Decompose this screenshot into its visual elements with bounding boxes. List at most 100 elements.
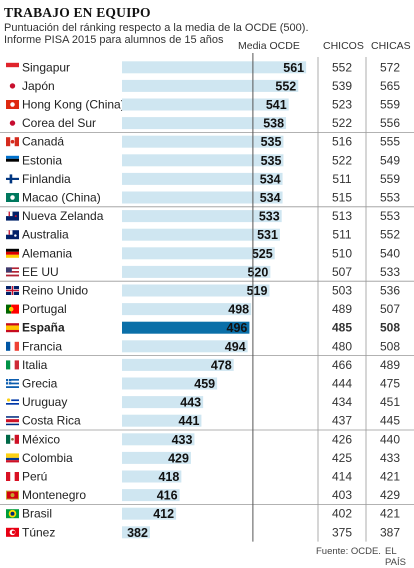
score-label: 541 (266, 98, 287, 112)
country-label: Japón (22, 79, 55, 93)
boys-score: 511 (332, 228, 351, 242)
girls-score: 429 (380, 488, 400, 502)
score-label: 531 (257, 228, 278, 242)
girls-score: 553 (380, 209, 400, 223)
boys-score: 503 (332, 284, 352, 298)
girls-score: 421 (380, 507, 400, 521)
country-label: México (22, 432, 60, 446)
tunisia-flag (6, 527, 19, 537)
hong-kong-flag (6, 100, 19, 109)
country-label: Brasil (22, 507, 52, 521)
boys-score: 552 (332, 60, 352, 74)
girls-score: 559 (380, 172, 400, 186)
boys-score: 523 (332, 98, 352, 112)
brazil-flag (6, 509, 19, 519)
germany-flag (6, 248, 19, 258)
country-label: Costa Rica (22, 414, 81, 428)
country-label: Colombia (22, 451, 73, 465)
girls-score: 565 (380, 79, 400, 93)
score-label: 535 (261, 135, 282, 149)
greece-flag (6, 379, 19, 388)
boys-score: 426 (332, 432, 352, 446)
score-bar (122, 228, 280, 241)
score-bar (122, 321, 250, 334)
boys-column-header: CHICOS (323, 40, 364, 52)
score-label: 416 (157, 489, 178, 503)
boys-score: 513 (332, 209, 352, 223)
peru-flag (6, 472, 19, 481)
score-bar (122, 303, 252, 316)
score-bar (122, 433, 195, 446)
boys-score: 414 (332, 470, 352, 484)
girls-score: 508 (380, 339, 400, 353)
girls-score: 421 (380, 470, 400, 484)
score-label: 382 (127, 526, 148, 540)
boys-score: 510 (332, 246, 352, 260)
score-bar (122, 470, 182, 483)
country-label: Hong Kong (China) (22, 98, 125, 112)
score-label: 525 (252, 247, 273, 261)
score-bar (122, 61, 307, 74)
boys-score: 480 (332, 339, 352, 353)
boys-score: 522 (332, 116, 352, 130)
boys-score: 437 (332, 414, 352, 428)
boys-score: 403 (332, 488, 352, 502)
country-label: España (22, 321, 65, 335)
chart-subtitle: Puntuación del ránking respecto a la med… (4, 22, 309, 34)
country-label: Grecia (22, 377, 58, 391)
score-bar (122, 507, 177, 520)
country-label: Corea del Sur (22, 116, 96, 130)
uk-flag (6, 286, 19, 295)
score-label: 443 (180, 396, 201, 410)
canada-flag (6, 137, 19, 147)
source-note: Fuente: OCDE. (316, 546, 381, 557)
score-label: 498 (228, 303, 249, 317)
girls-score: 553 (380, 191, 400, 205)
boys-score: 485 (332, 321, 352, 335)
boys-score: 539 (332, 79, 352, 93)
girls-score: 445 (380, 414, 400, 428)
south-korea-flag (6, 118, 19, 128)
new-zealand-flag (6, 211, 19, 221)
score-bar (122, 265, 271, 278)
montenegro-flag (6, 490, 19, 500)
country-label: Australia (22, 228, 69, 242)
boys-score: 507 (332, 265, 352, 279)
spain-flag (6, 323, 19, 333)
girls-score: 552 (380, 228, 400, 242)
boys-score: 375 (332, 525, 352, 539)
score-bar (122, 284, 270, 297)
country-label: Canadá (22, 135, 64, 149)
girls-score: 549 (380, 153, 400, 167)
colombia-flag (6, 453, 19, 463)
boys-score: 444 (332, 377, 352, 391)
score-label: 561 (283, 61, 304, 75)
country-label: Macao (China) (22, 191, 101, 205)
score-label: 520 (247, 265, 268, 279)
girls-score: 536 (380, 284, 400, 298)
score-label: 496 (227, 321, 248, 335)
costa-rica-flag (6, 416, 19, 426)
country-label: Portugal (22, 302, 67, 316)
girls-column-header: CHICAS (371, 40, 411, 52)
portugal-flag (6, 304, 19, 314)
boys-score: 515 (332, 191, 352, 205)
japan-flag (6, 81, 19, 91)
score-bar (122, 358, 234, 371)
chart-title: TRABAJO EN EQUIPO (4, 5, 151, 20)
score-label: 441 (179, 414, 200, 428)
boys-score: 522 (332, 153, 352, 167)
score-bar (122, 210, 282, 223)
score-label: 429 (168, 451, 189, 465)
score-bar (122, 98, 289, 111)
country-label: Alemania (22, 246, 72, 260)
score-bar (122, 247, 275, 260)
score-label: 534 (260, 191, 281, 205)
girls-score: 572 (380, 60, 400, 74)
italy-flag (6, 360, 19, 370)
boys-score: 466 (332, 358, 352, 372)
boys-score: 516 (332, 135, 352, 149)
score-bar (122, 135, 284, 148)
chart-subtitle-2: Informe PISA 2015 para alumnos de 15 año… (4, 34, 224, 46)
score-label: 412 (153, 507, 174, 521)
